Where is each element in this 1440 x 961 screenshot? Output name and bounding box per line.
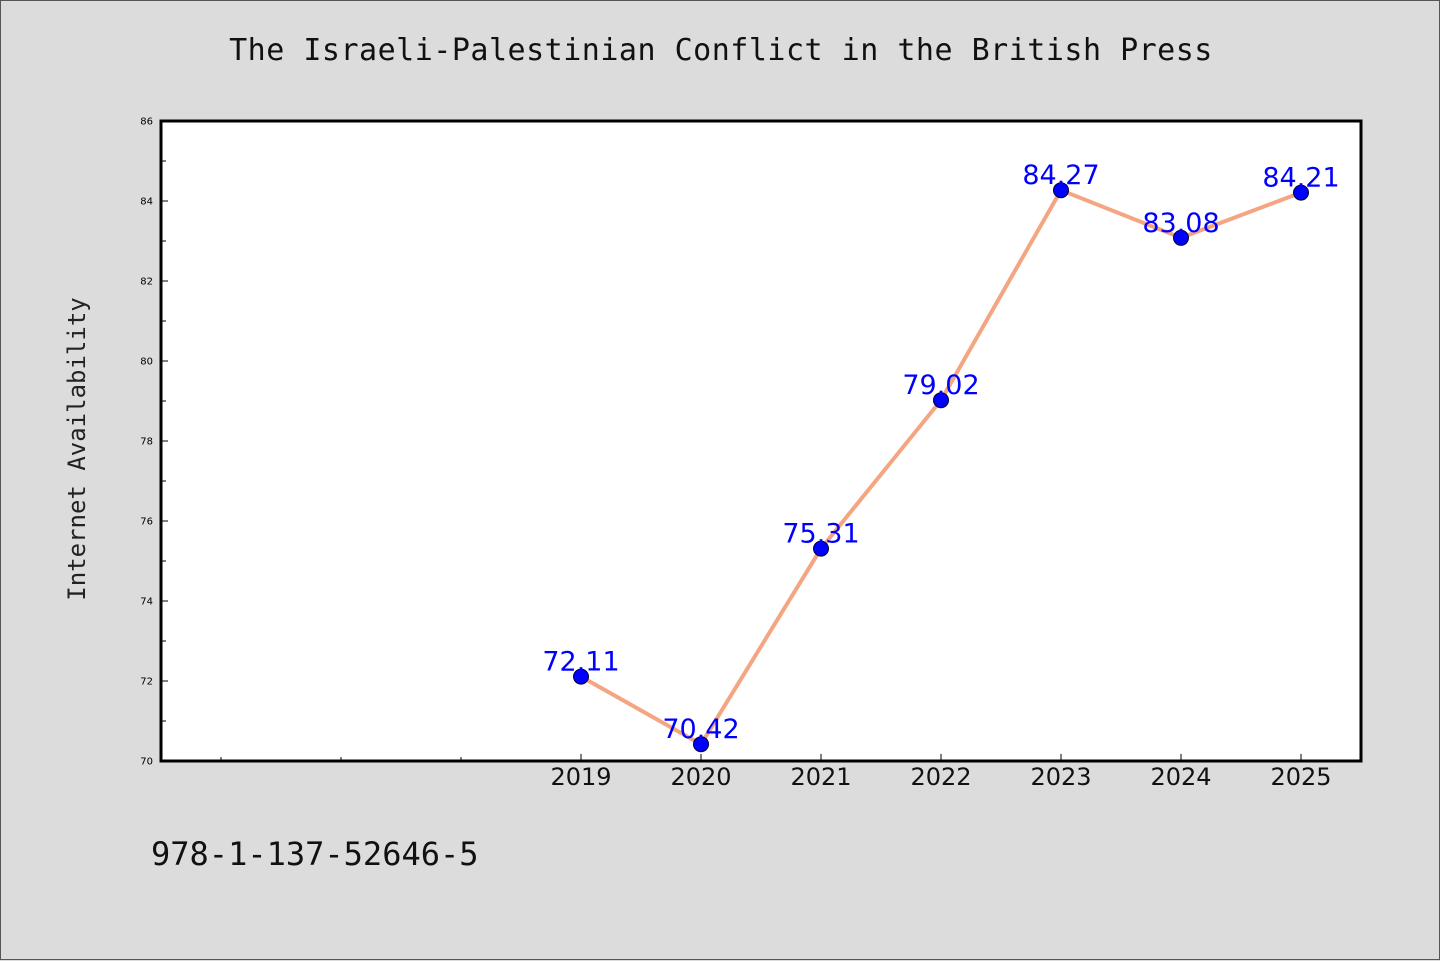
data-markers: [573, 182, 1309, 753]
x-tick-label: 2024: [1150, 763, 1211, 791]
axis-ticks: 70 72 74 76 78 80 82 84 86 2019 2020 2021 2022 2023 20…: [140, 117, 1331, 792]
x-tick-label: 2020: [670, 763, 731, 791]
chart-title: The Israeli-Palestinian Conflict in the …: [229, 33, 1213, 68]
data-point: [693, 736, 709, 753]
x-tick-label: 2025: [1270, 763, 1331, 791]
y-tick-label: 74: [140, 597, 153, 608]
data-label: 84.27: [1022, 160, 1099, 191]
data-label: 70.42: [662, 714, 739, 745]
y-tick-label: 80: [140, 357, 153, 368]
x-tick-label: 2022: [910, 763, 971, 791]
data-point: [1293, 184, 1309, 201]
y-tick-label: 82: [140, 277, 153, 288]
plot-area: [161, 121, 1361, 761]
x-tick-label: 2021: [790, 763, 851, 791]
x-tick-label: 2023: [1030, 763, 1091, 791]
data-label: 83.08: [1142, 208, 1219, 239]
plot-frame: [159, 119, 1363, 763]
data-point: [933, 392, 949, 409]
data-labels: 72.11 70.42 75.31 79.02 84.27 83.08 84.21: [542, 160, 1339, 745]
data-point: [1053, 182, 1069, 199]
data-label: 72.11: [542, 647, 619, 678]
y-tick-label: 72: [140, 677, 153, 688]
y-tick-label: 76: [140, 517, 153, 528]
y-tick-label: 70: [140, 757, 153, 768]
isbn-text: 978-1-137-52646-5: [151, 835, 479, 873]
data-label: 84.21: [1262, 163, 1339, 194]
x-tick-label: 2019: [550, 763, 611, 791]
data-point: [813, 540, 829, 557]
data-point: [1173, 229, 1189, 246]
y-tick-label: 84: [140, 197, 153, 208]
data-point: [573, 668, 589, 685]
data-label: 79.02: [902, 370, 979, 401]
y-tick-label: 78: [140, 437, 153, 448]
data-label: 75.31: [782, 519, 859, 550]
y-tick-label: 86: [140, 117, 153, 128]
